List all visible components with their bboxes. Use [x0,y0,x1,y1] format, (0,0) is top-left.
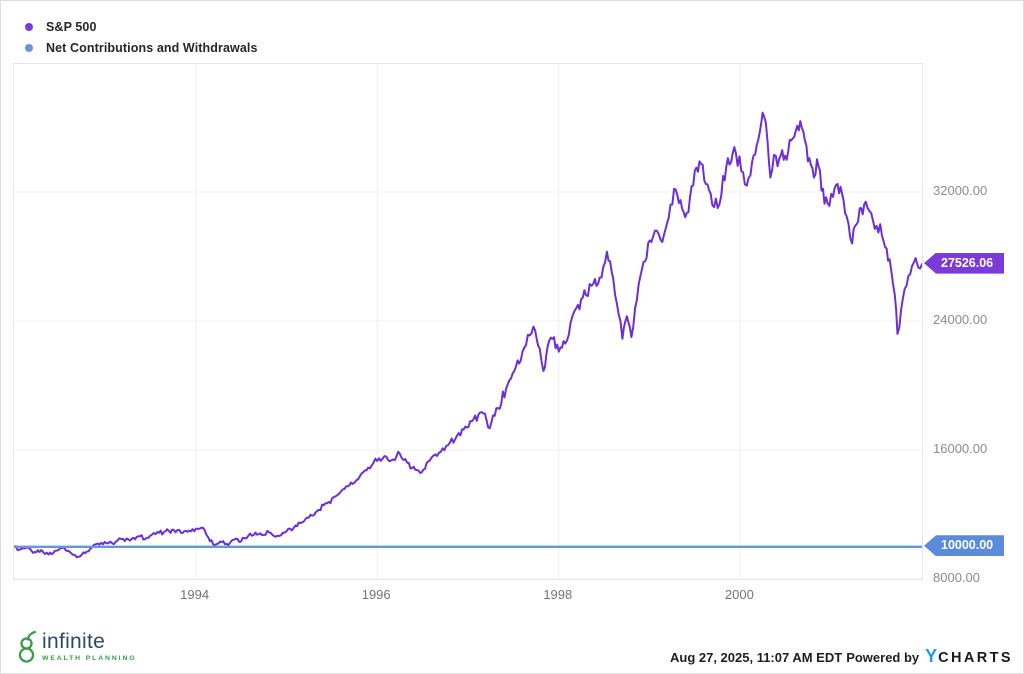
legend-label-net-contributions: Net Contributions and Withdrawals [46,40,258,55]
y-tick-label: 32000.00 [933,183,988,199]
x-tick-label: 1994 [180,587,210,602]
value-badge-net-contributions: 10000.00 [924,535,1004,557]
ycharts-wordmark: CHARTS [938,650,1013,666]
legend-label-sp500: S&P 500 [46,19,97,34]
powered-by-label: Powered by [846,650,920,665]
x-tick-label: 1996 [361,587,391,602]
ycharts-y-mark: Y [925,646,938,666]
x-tick-label: 2000 [724,587,754,602]
infinity-leaf-icon [18,630,37,663]
legend-item-net-contributions[interactable]: Net Contributions and Withdrawals [25,37,258,58]
brand-tagline: WEALTH PLANNING [42,655,137,662]
y-tick-label: 8000.00 [933,570,980,585]
y-tick-label: 24000.00 [933,312,988,328]
net-contributions-series-dot-icon [25,43,33,52]
ycharts-logo[interactable]: Y CHARTS [925,646,1013,667]
brand-name: infinite [42,630,106,653]
timestamp: Aug 27, 2025, 11:07 AM EDT [669,650,843,665]
x-tick-label: 1998 [543,587,573,602]
legend: S&P 500 Net Contributions and Withdrawal… [25,16,258,58]
plot-area [13,63,923,580]
legend-item-sp500[interactable]: S&P 500 [25,16,258,37]
series-line-0 [14,111,922,559]
line-chart [14,64,922,579]
sp500-series-dot-icon [25,22,33,31]
value-badge-sp500: 27526.06 [924,252,1004,274]
infinite-wealth-planning-logo: infinite WEALTH PLANNING [14,630,136,666]
y-tick-label: 16000.00 [933,441,988,456]
attribution: Aug 27, 2025, 11:07 AM EDT Powered by Y … [670,646,1013,667]
